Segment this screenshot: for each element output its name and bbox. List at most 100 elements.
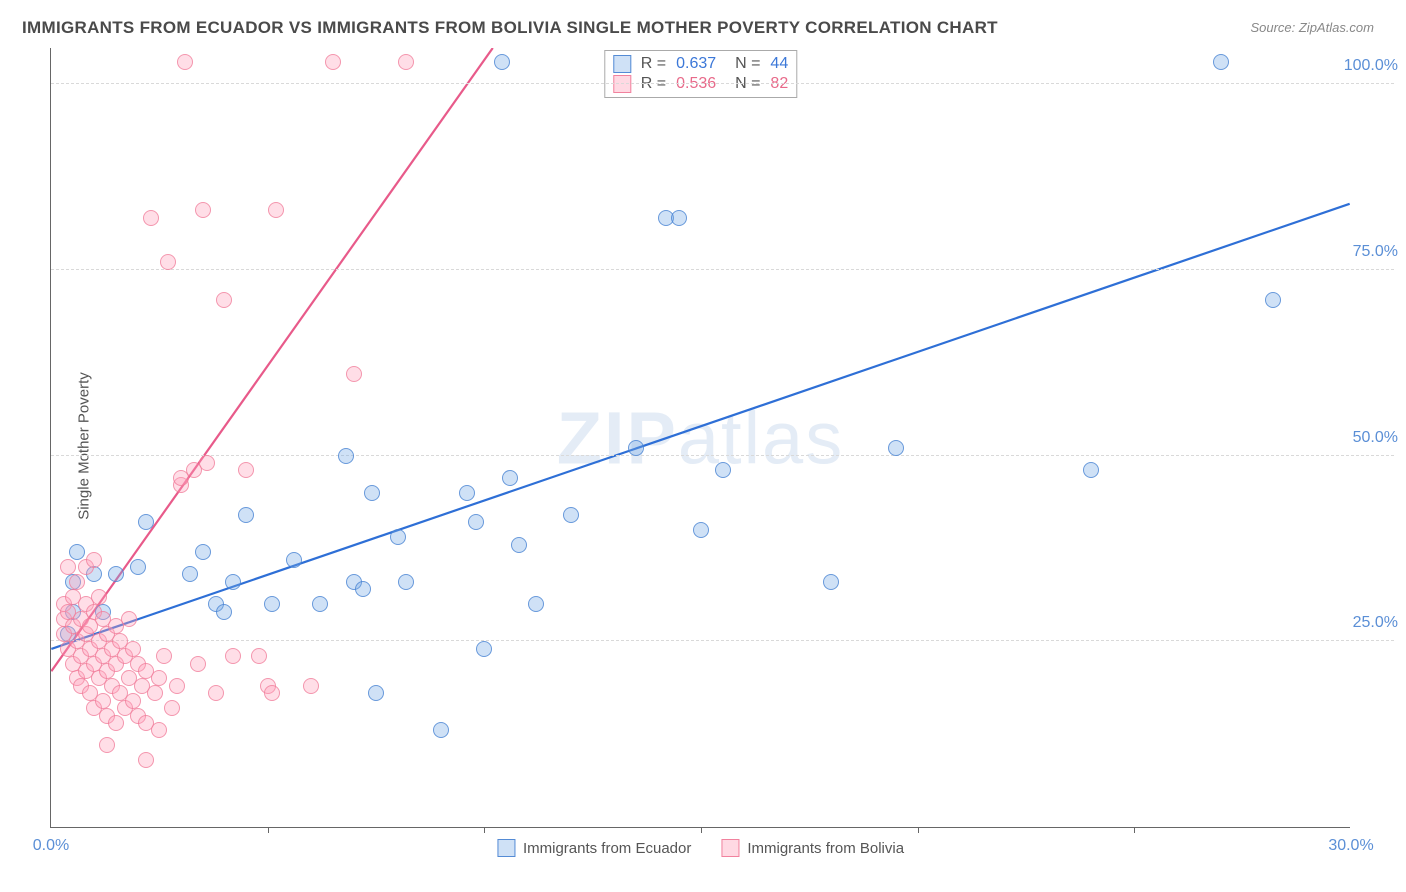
point-ecuador xyxy=(823,574,839,590)
x-tick-label: 30.0% xyxy=(1328,837,1373,855)
point-bolivia xyxy=(195,202,211,218)
n-label: N = xyxy=(726,55,760,73)
point-ecuador xyxy=(1213,54,1229,70)
chart-title: IMMIGRANTS FROM ECUADOR VS IMMIGRANTS FR… xyxy=(22,18,998,38)
point-bolivia xyxy=(199,455,215,471)
point-ecuador xyxy=(1265,292,1281,308)
point-ecuador xyxy=(671,210,687,226)
point-bolivia xyxy=(95,693,111,709)
point-bolivia xyxy=(216,292,232,308)
gridline xyxy=(51,269,1394,270)
point-bolivia xyxy=(169,678,185,694)
legend-label-bolivia: Immigrants from Bolivia xyxy=(747,840,904,857)
trend-lines xyxy=(51,48,1350,827)
n-value-ecuador: 44 xyxy=(770,55,788,73)
point-bolivia xyxy=(225,648,241,664)
point-ecuador xyxy=(628,440,644,456)
point-bolivia xyxy=(264,685,280,701)
watermark: ZIPatlas xyxy=(557,395,844,480)
legend-label-ecuador: Immigrants from Ecuador xyxy=(523,840,691,857)
point-bolivia xyxy=(303,678,319,694)
point-ecuador xyxy=(216,604,232,620)
chart-container: IMMIGRANTS FROM ECUADOR VS IMMIGRANTS FR… xyxy=(0,0,1406,892)
x-tick-minor xyxy=(484,827,485,833)
point-ecuador xyxy=(715,462,731,478)
point-ecuador xyxy=(511,537,527,553)
y-tick-label: 50.0% xyxy=(1353,429,1398,447)
point-ecuador xyxy=(238,507,254,523)
point-ecuador xyxy=(1083,462,1099,478)
source-prefix: Source: xyxy=(1250,20,1298,35)
trend-line xyxy=(51,204,1349,649)
point-ecuador xyxy=(182,566,198,582)
point-ecuador xyxy=(108,566,124,582)
x-tick-minor xyxy=(701,827,702,833)
point-bolivia xyxy=(108,715,124,731)
point-ecuador xyxy=(494,54,510,70)
point-bolivia xyxy=(125,641,141,657)
point-bolivia xyxy=(238,462,254,478)
point-bolivia xyxy=(177,54,193,70)
y-tick-label: 75.0% xyxy=(1353,243,1398,261)
source-link[interactable]: ZipAtlas.com xyxy=(1299,20,1374,35)
point-ecuador xyxy=(468,514,484,530)
point-bolivia xyxy=(151,722,167,738)
bottom-legend: Immigrants from Ecuador Immigrants from … xyxy=(497,839,904,857)
y-tick-label: 100.0% xyxy=(1344,57,1398,75)
stats-row-ecuador: R = 0.637 N = 44 xyxy=(613,55,788,73)
x-tick-label: 0.0% xyxy=(33,837,69,855)
point-ecuador xyxy=(433,722,449,738)
point-bolivia xyxy=(121,611,137,627)
watermark-bold: ZIP xyxy=(557,396,678,479)
point-ecuador xyxy=(693,522,709,538)
point-bolivia xyxy=(69,574,85,590)
legend-item-ecuador: Immigrants from Ecuador xyxy=(497,839,691,857)
point-bolivia xyxy=(346,366,362,382)
point-ecuador xyxy=(138,514,154,530)
point-bolivia xyxy=(151,670,167,686)
point-bolivia xyxy=(60,559,76,575)
point-bolivia xyxy=(86,552,102,568)
point-ecuador xyxy=(264,596,280,612)
point-bolivia xyxy=(325,54,341,70)
point-bolivia xyxy=(147,685,163,701)
y-tick-label: 25.0% xyxy=(1353,614,1398,632)
gridline xyxy=(51,640,1394,641)
point-bolivia xyxy=(160,254,176,270)
gridline xyxy=(51,455,1394,456)
stats-legend: R = 0.637 N = 44 R = 0.536 N = 82 xyxy=(604,50,797,98)
point-bolivia xyxy=(138,752,154,768)
point-ecuador xyxy=(130,559,146,575)
plot-area: ZIPatlas R = 0.637 N = 44 R = 0.536 N = … xyxy=(50,48,1350,828)
point-bolivia xyxy=(208,685,224,701)
watermark-rest: atlas xyxy=(678,396,844,479)
x-tick-minor xyxy=(268,827,269,833)
point-ecuador xyxy=(69,544,85,560)
point-ecuador xyxy=(476,641,492,657)
point-bolivia xyxy=(91,589,107,605)
point-ecuador xyxy=(355,581,371,597)
point-ecuador xyxy=(888,440,904,456)
point-bolivia xyxy=(164,700,180,716)
source-attribution: Source: ZipAtlas.com xyxy=(1250,20,1374,35)
point-ecuador xyxy=(286,552,302,568)
point-ecuador xyxy=(338,448,354,464)
point-ecuador xyxy=(563,507,579,523)
point-ecuador xyxy=(225,574,241,590)
point-ecuador xyxy=(502,470,518,486)
point-ecuador xyxy=(528,596,544,612)
point-ecuador xyxy=(390,529,406,545)
point-bolivia xyxy=(398,54,414,70)
r-label: R = xyxy=(641,55,666,73)
swatch-blue-icon xyxy=(497,839,515,857)
point-bolivia xyxy=(251,648,267,664)
point-ecuador xyxy=(368,685,384,701)
point-bolivia xyxy=(156,648,172,664)
x-tick-minor xyxy=(918,827,919,833)
point-ecuador xyxy=(398,574,414,590)
r-value-ecuador: 0.637 xyxy=(676,55,716,73)
point-bolivia xyxy=(268,202,284,218)
point-bolivia xyxy=(143,210,159,226)
point-ecuador xyxy=(312,596,328,612)
legend-item-bolivia: Immigrants from Bolivia xyxy=(721,839,904,857)
